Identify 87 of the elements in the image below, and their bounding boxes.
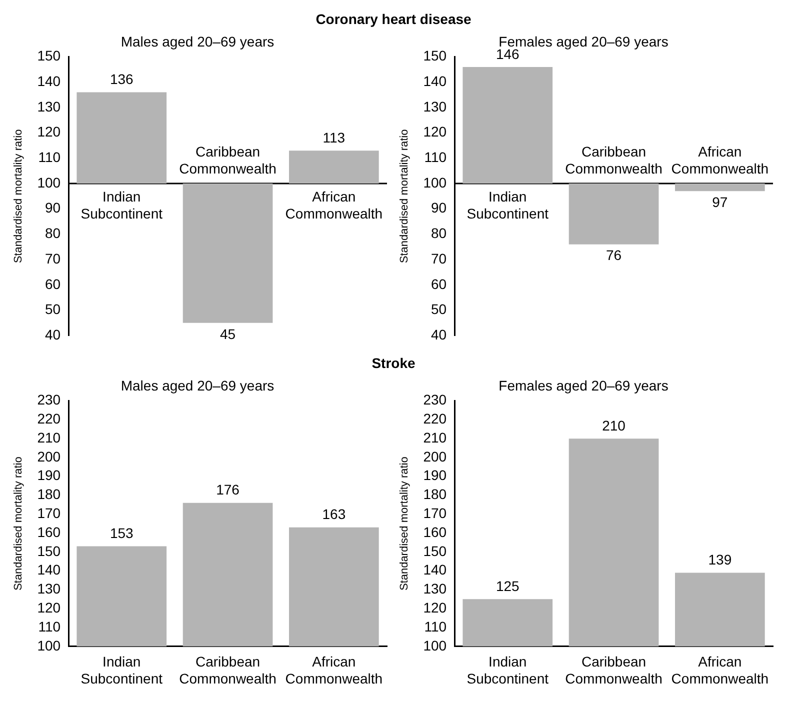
y-tick-label: 100 — [423, 637, 447, 654]
y-tick-label: 110 — [38, 149, 61, 166]
y-tick-label: 130 — [423, 580, 447, 597]
y-tick-label: 150 — [423, 542, 447, 559]
y-tick-label: 130 — [423, 98, 447, 114]
bar — [76, 92, 167, 184]
text: Stroke — [372, 355, 416, 371]
data-label: 97 — [712, 194, 728, 210]
x-tick-label: African Commonwealth — [671, 143, 769, 176]
y-tick-label: 170 — [423, 505, 447, 522]
y-tick-label: 90 — [44, 200, 61, 216]
y-tick-label: 100 — [423, 174, 447, 190]
data-label: 113 — [322, 129, 346, 146]
y-tick-label: 160 — [423, 524, 447, 540]
y-tick-label: 110 — [38, 618, 61, 634]
y-tick-label: 200 — [423, 448, 447, 464]
data-label: 139 — [708, 552, 732, 568]
y-axis-title: Standardised mortality ratio — [398, 129, 411, 264]
x-tick-label: Caribbean Commonwealth — [565, 143, 662, 176]
y-tick-label: 140 — [423, 562, 447, 578]
y-tick-label: 140 — [37, 562, 61, 578]
text: Coronary heart disease — [316, 11, 472, 27]
y-tick-label: 50 — [44, 301, 61, 318]
data-label: 125 — [496, 578, 520, 594]
y-tick-label: 40 — [44, 326, 61, 342]
x-tick-label: African Commonwealth — [671, 654, 769, 686]
y-tick-label: 120 — [37, 124, 61, 140]
y-tick-label: 230 — [37, 392, 61, 408]
x-tick-label: African Commonwealth — [285, 188, 383, 222]
y-tick-label: 150 — [37, 542, 61, 559]
y-tick-label: 110 — [424, 149, 447, 166]
x-tick-label: Indian Subcontinent — [466, 654, 549, 686]
x-tick-label: Indian Subcontinent — [466, 188, 549, 222]
y-tick-label: 100 — [37, 637, 61, 654]
y-tick-label: 70 — [44, 250, 61, 266]
y-tick-label: 200 — [37, 448, 61, 464]
data-label: 45 — [220, 326, 236, 342]
bar — [182, 184, 273, 323]
chart-title: Females aged 20–69 years — [498, 377, 668, 394]
y-tick-label: 70 — [430, 250, 447, 266]
x-tick-label: Caribbean Commonwealth — [565, 654, 662, 686]
chart-title: Males aged 20–69 years — [120, 33, 274, 50]
y-tick-label: 220 — [423, 410, 447, 427]
y-tick-label: 120 — [37, 599, 61, 616]
x-tick-label: Indian Subcontinent — [80, 654, 163, 686]
y-tick-label: 160 — [37, 524, 61, 540]
y-tick-label: 140 — [37, 73, 61, 90]
y-tick-label: 190 — [37, 467, 61, 484]
data-label: 136 — [110, 71, 134, 88]
data-label: 176 — [216, 482, 240, 498]
y-tick-label: 50 — [430, 301, 447, 318]
x-tick-label: Caribbean Commonwealth — [179, 143, 276, 176]
y-tick-label: 180 — [37, 486, 61, 502]
y-tick-label: 120 — [423, 599, 447, 616]
y-tick-label: 110 — [424, 618, 447, 634]
y-axis-title: Standardised mortality ratio — [398, 456, 411, 591]
y-tick-label: 190 — [423, 467, 447, 484]
data-label: 76 — [606, 247, 622, 264]
y-tick-label: 130 — [37, 580, 61, 597]
data-label: 153 — [110, 525, 134, 542]
y-tick-label: 120 — [423, 124, 447, 140]
y-tick-label: 130 — [37, 98, 61, 114]
y-tick-label: 210 — [37, 429, 61, 446]
y-tick-label: 140 — [423, 73, 447, 90]
y-tick-label: 220 — [37, 410, 61, 427]
y-tick-label: 60 — [430, 276, 447, 292]
y-tick-label: 230 — [423, 392, 447, 408]
y-tick-label: 80 — [44, 225, 61, 242]
y-axis-title: Standardised mortality ratio — [12, 456, 25, 591]
y-tick-label: 180 — [423, 486, 447, 502]
y-tick-label: 60 — [44, 276, 61, 292]
bar — [289, 150, 379, 184]
y-tick-label: 210 — [423, 429, 447, 446]
y-tick-label: 170 — [37, 505, 61, 522]
y-tick-label: 90 — [430, 200, 447, 216]
y-tick-label: 80 — [430, 225, 447, 242]
x-tick-label: Caribbean Commonwealth — [179, 654, 276, 686]
x-tick-label: African Commonwealth — [285, 654, 383, 686]
chart-title: Males aged 20–69 years — [120, 377, 274, 394]
data-label: 163 — [322, 506, 346, 522]
y-tick-label: 150 — [37, 48, 61, 64]
y-tick-label: 40 — [430, 326, 447, 342]
y-tick-label: 150 — [423, 48, 447, 64]
y-axis-title: Standardised mortality ratio — [12, 129, 25, 264]
x-tick-label: Indian Subcontinent — [80, 188, 163, 222]
data-label: 210 — [602, 417, 626, 434]
y-tick-label: 100 — [37, 174, 61, 190]
